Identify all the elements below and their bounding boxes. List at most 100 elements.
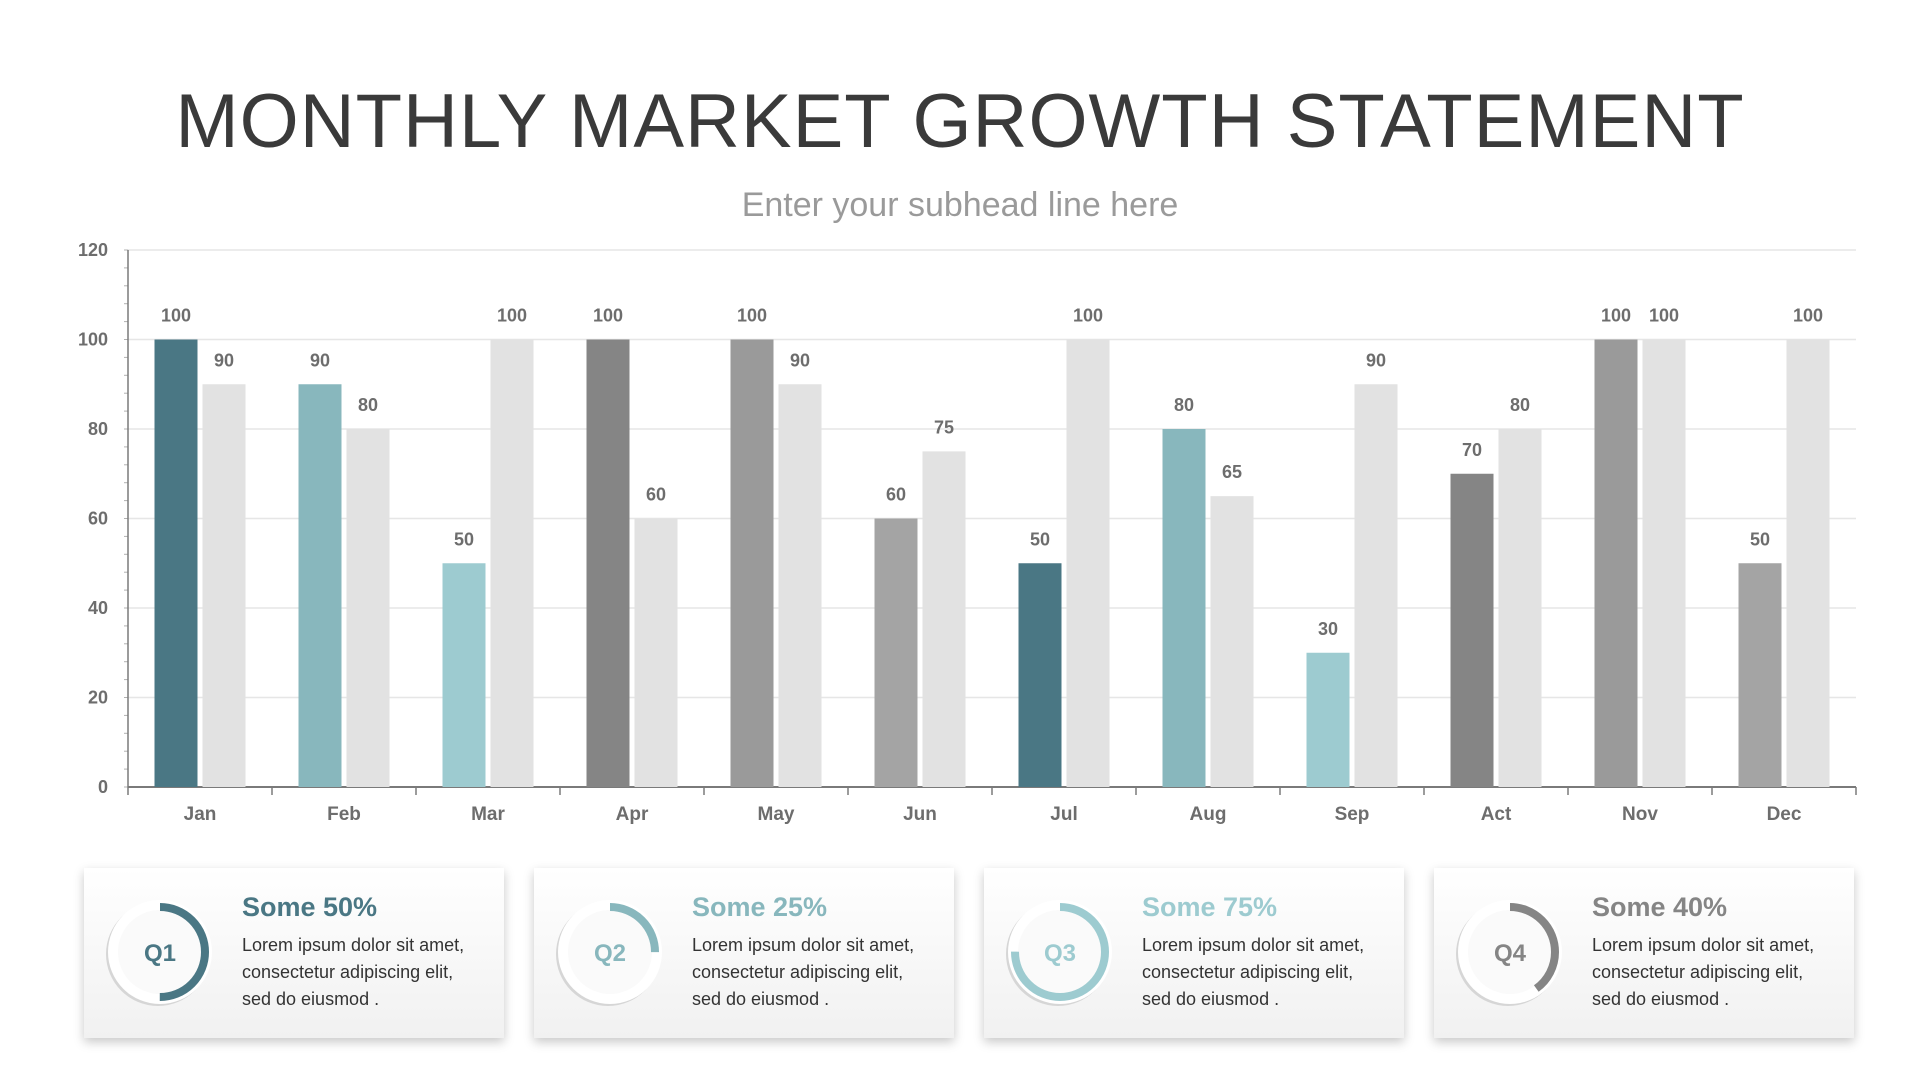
x-tick-label: Apr: [616, 804, 649, 825]
bar-series2-nov: [1642, 339, 1686, 787]
data-label: 75: [934, 417, 954, 437]
ring-progress-arc: [561, 903, 659, 1001]
ring-label: Q2: [594, 940, 626, 967]
bar-series1-aug: [1162, 429, 1206, 787]
card-heading: Some 75%: [1142, 892, 1278, 922]
data-label: 100: [593, 306, 623, 326]
y-tick-label: 80: [88, 419, 108, 439]
data-label: 50: [1750, 529, 1770, 549]
card-text-line: consectetur adipiscing elit,: [242, 962, 454, 982]
card-text-line: Lorem ipsum dolor sit amet,: [692, 935, 915, 955]
quarter-card-q3: Q3 Some 75% Lorem ipsum dolor sit amet, …: [984, 868, 1404, 1038]
ring-inner: [568, 910, 652, 994]
bar-series1-feb: [298, 384, 342, 787]
ring-label: Q1: [144, 940, 176, 967]
card-heading: Some 50%: [242, 892, 378, 922]
card-text-line: sed do eiusmod .: [1592, 989, 1730, 1009]
bar-series1-apr: [586, 339, 630, 787]
progress-ring-q3: Q3: [1006, 900, 1112, 1006]
data-label: 65: [1222, 462, 1242, 482]
bar-series2-may: [778, 384, 822, 787]
x-tick-label: Dec: [1767, 804, 1802, 825]
card-text: Lorem ipsum dolor sit amet, consectetur …: [242, 932, 492, 1013]
card-heading: Some 25%: [692, 892, 828, 922]
bar-series2-jan: [202, 384, 246, 787]
bar-series2-feb: [346, 429, 390, 787]
data-label: 90: [1366, 350, 1386, 370]
y-tick-label: 60: [88, 509, 108, 529]
quarter-card-q2: Q2 Some 25% Lorem ipsum dolor sit amet, …: [534, 868, 954, 1038]
ring-inner: [1018, 910, 1102, 994]
ring-inner: [118, 910, 202, 994]
ring-label: Q3: [1044, 940, 1076, 967]
data-label: 100: [161, 306, 191, 326]
bar-series1-jul: [1018, 563, 1062, 787]
bar-series2-aug: [1210, 496, 1254, 787]
card-heading: Some 40%: [1592, 892, 1728, 922]
data-label: 100: [1793, 306, 1823, 326]
x-tick-label: May: [758, 804, 795, 825]
card-text-line: Lorem ipsum dolor sit amet,: [1142, 935, 1365, 955]
x-tick-label: Mar: [471, 804, 505, 825]
bar-series1-act: [1450, 473, 1494, 787]
x-tick-label: Jan: [184, 804, 217, 825]
bar-series2-jun: [922, 451, 966, 787]
data-label: 80: [1510, 395, 1530, 415]
y-tick-label: 20: [88, 688, 108, 708]
bar-chart: 0 20 40 60 80 100 120 100 90 Jan 90 80 Feb 50 100 Mar 10…: [78, 240, 1857, 825]
card-text-line: sed do eiusmod .: [242, 989, 380, 1009]
bar-series1-sep: [1306, 652, 1350, 787]
data-label: 60: [646, 485, 666, 505]
data-label: 90: [790, 350, 810, 370]
bar-series2-mar: [490, 339, 534, 787]
ring-label: Q4: [1494, 940, 1527, 967]
ring-progress-arc: [111, 903, 209, 1001]
data-label: 60: [886, 485, 906, 505]
bar-series1-nov: [1594, 339, 1638, 787]
card-text-line: consectetur adipiscing elit,: [1142, 962, 1354, 982]
progress-ring-q2: Q2: [556, 900, 662, 1006]
bar-series1-jun: [874, 518, 918, 787]
progress-ring-q4: Q4: [1456, 900, 1562, 1006]
x-tick-label: Jun: [903, 804, 937, 825]
x-tick-label: Sep: [1335, 804, 1370, 825]
data-label: 80: [1174, 395, 1194, 415]
data-label: 50: [1030, 529, 1050, 549]
card-text-line: Lorem ipsum dolor sit amet,: [1592, 935, 1815, 955]
x-tick-label: Aug: [1190, 804, 1227, 825]
x-tick-label: Feb: [327, 804, 361, 825]
card-text: Lorem ipsum dolor sit amet, consectetur …: [1142, 932, 1392, 1013]
y-tick-label: 100: [78, 330, 108, 350]
y-tick-label: 0: [98, 777, 108, 797]
quarter-cards: Q1 Some 50% Lorem ipsum dolor sit amet, …: [84, 868, 1856, 1038]
page-subtitle: Enter your subhead line here: [741, 186, 1179, 224]
bar-series2-dec: [1786, 339, 1830, 787]
bar-series1-mar: [442, 563, 486, 787]
card-text-line: consectetur adipiscing elit,: [1592, 962, 1804, 982]
data-label: 100: [1649, 306, 1679, 326]
card-text-line: sed do eiusmod .: [692, 989, 830, 1009]
quarter-card-q4: Q4 Some 40% Lorem ipsum dolor sit amet, …: [1434, 868, 1854, 1038]
ring-progress-arc: [1461, 903, 1559, 1001]
card-text: Lorem ipsum dolor sit amet, consectetur …: [692, 932, 942, 1013]
y-tick-label: 40: [88, 598, 108, 618]
data-label: 90: [310, 350, 330, 370]
data-label: 30: [1318, 619, 1338, 639]
card-text: Lorem ipsum dolor sit amet, consectetur …: [1592, 932, 1842, 1013]
data-label: 80: [358, 395, 378, 415]
data-label: 90: [214, 350, 234, 370]
data-label: 100: [1073, 306, 1103, 326]
ring-inner: [1468, 910, 1552, 994]
bar-series1-dec: [1738, 563, 1782, 787]
data-label: 70: [1462, 440, 1482, 460]
bar-series2-apr: [634, 518, 678, 787]
ring-progress-arc: [1011, 903, 1109, 1001]
data-label: 100: [737, 306, 767, 326]
card-text-line: consectetur adipiscing elit,: [692, 962, 904, 982]
x-tick-label: Nov: [1622, 804, 1658, 825]
bar-series1-jan: [154, 339, 198, 787]
data-label: 50: [454, 529, 474, 549]
x-tick-label: Act: [1481, 804, 1512, 825]
y-tick-label: 120: [78, 240, 108, 260]
